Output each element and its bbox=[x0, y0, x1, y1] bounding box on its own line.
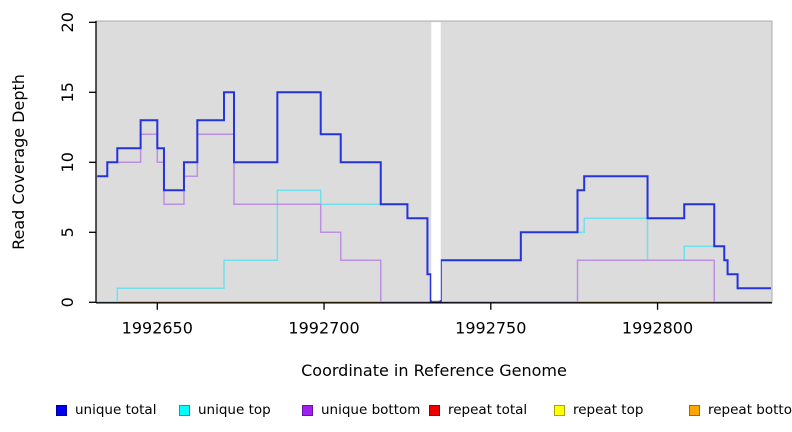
y-axis-title: Read Coverage Depth bbox=[9, 74, 28, 250]
legend-swatch-icon bbox=[429, 404, 440, 416]
legend-item-unique-top: unique top bbox=[179, 399, 271, 421]
y-tick-label: 5 bbox=[58, 227, 77, 237]
legend-label: repeat bottom bbox=[708, 402, 792, 418]
x-tick-label: 1992800 bbox=[622, 318, 693, 337]
axes: 1992650 1992700 1992750 1992800 0 5 10 15 20 bbox=[58, 12, 772, 337]
y-tick-label: 15 bbox=[58, 82, 77, 102]
x-axis-title: Coordinate in Reference Genome bbox=[301, 361, 567, 380]
x-tick-label: 1992750 bbox=[455, 318, 526, 337]
coverage-chart: 1992650 1992700 1992750 1992800 0 5 10 15 20 Coo… bbox=[9, 12, 773, 380]
legend-label: repeat total bbox=[448, 402, 528, 418]
y-tick-label: 10 bbox=[58, 152, 77, 172]
gap-band bbox=[431, 22, 441, 301]
legend-item-unique-bottom: unique bottom bbox=[302, 399, 420, 421]
legend-item-unique-total: unique total bbox=[56, 399, 156, 421]
series-unique-total bbox=[97, 91, 771, 304]
legend-item-repeat-total: repeat total bbox=[429, 399, 527, 421]
x-tick-label: 1992700 bbox=[288, 318, 359, 337]
y-tick-label: 0 bbox=[58, 297, 77, 307]
legend-swatch-icon bbox=[554, 404, 565, 416]
chart-legend: unique total unique top unique bottom repea… bbox=[0, 399, 792, 425]
legend-swatch-icon bbox=[56, 404, 67, 416]
y-tick-label: 20 bbox=[58, 12, 77, 32]
x-tick-label: 1992650 bbox=[122, 318, 193, 337]
legend-swatch-icon bbox=[689, 404, 700, 416]
legend-item-repeat-bottom: repeat bottom bbox=[689, 399, 792, 421]
legend-label: unique top bbox=[198, 402, 271, 418]
legend-label: repeat top bbox=[573, 402, 644, 418]
legend-item-repeat-top: repeat top bbox=[554, 399, 643, 421]
legend-swatch-icon bbox=[302, 404, 313, 416]
legend-label: unique total bbox=[75, 402, 157, 418]
legend-swatch-icon bbox=[179, 404, 190, 416]
masked-gap-region bbox=[431, 22, 441, 301]
legend-label: unique bottom bbox=[321, 402, 421, 418]
